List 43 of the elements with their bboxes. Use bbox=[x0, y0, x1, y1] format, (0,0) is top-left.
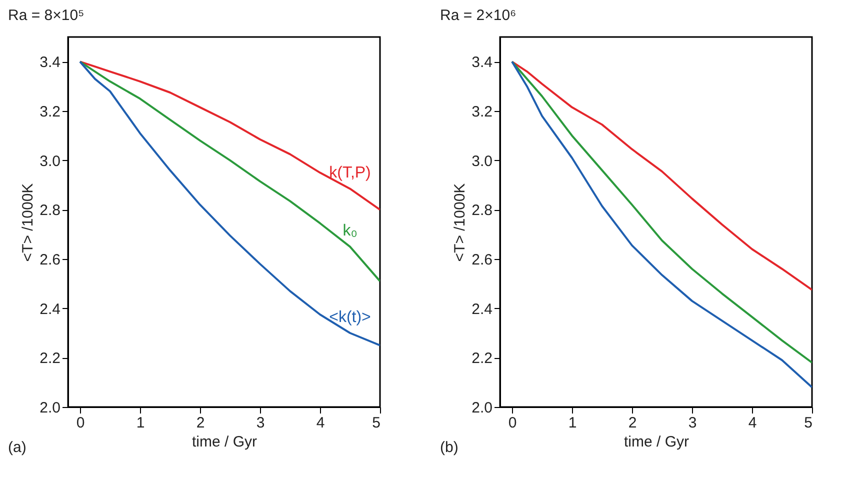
text: (b) bbox=[440, 439, 458, 456]
line-series bbox=[79, 60, 380, 282]
y-tick-label: 2.4 bbox=[472, 300, 492, 318]
y-tick-label: 3.2 bbox=[40, 104, 60, 120]
x-tick-label: 0 bbox=[508, 414, 517, 432]
series-label: k₀ bbox=[342, 222, 358, 240]
y-tick-label: 3.0 bbox=[472, 152, 492, 170]
line-series bbox=[79, 60, 380, 211]
y-tick-label: 2.0 bbox=[472, 400, 492, 416]
y-axis-title: <T> /1000K bbox=[20, 183, 37, 262]
x-tick-label: 5 bbox=[372, 414, 380, 432]
y-tick-label: 2.6 bbox=[472, 252, 492, 268]
y-axis-title: <T> /1000K bbox=[452, 183, 469, 262]
y-tick-label: 2.8 bbox=[472, 202, 492, 220]
y-tick-label: 3.2 bbox=[472, 104, 492, 120]
x-axis-title: time / Gyr bbox=[192, 434, 258, 450]
x-tick-label: 3 bbox=[256, 414, 265, 432]
line-series bbox=[511, 60, 812, 291]
y-tick-label: 3.0 bbox=[40, 152, 60, 170]
text: (a) bbox=[8, 439, 26, 456]
y-tick-label: 2.6 bbox=[40, 252, 60, 268]
y-tick-label: 2.2 bbox=[40, 350, 60, 368]
series-label: k(T,P) bbox=[329, 164, 371, 182]
x-axis-title: time / Gyr bbox=[624, 434, 690, 450]
y-tick-label: 2.0 bbox=[40, 400, 60, 416]
x-tick-label: 5 bbox=[804, 414, 812, 432]
x-tick-label: 2 bbox=[196, 414, 205, 432]
line-series bbox=[79, 60, 380, 346]
y-tick-label: 3.4 bbox=[472, 54, 492, 72]
x-tick-label: 4 bbox=[316, 414, 325, 432]
chart-title: Ra = 2×10⁶ bbox=[440, 7, 516, 24]
series-label: <k(t)> bbox=[329, 309, 371, 326]
y-tick-label: 2.2 bbox=[472, 350, 492, 368]
x-tick-label: 4 bbox=[748, 414, 757, 432]
y-tick-label: 2.4 bbox=[40, 300, 60, 318]
chart-title: Ra = 8×10⁵ bbox=[8, 7, 84, 24]
x-tick-label: 1 bbox=[568, 414, 577, 432]
x-tick-label: 0 bbox=[76, 414, 85, 432]
y-tick-label: 2.8 bbox=[40, 202, 60, 220]
x-tick-label: 1 bbox=[136, 414, 145, 432]
x-tick-label: 3 bbox=[688, 414, 697, 432]
x-tick-label: 2 bbox=[628, 414, 637, 432]
y-tick-label: 3.4 bbox=[40, 54, 60, 72]
